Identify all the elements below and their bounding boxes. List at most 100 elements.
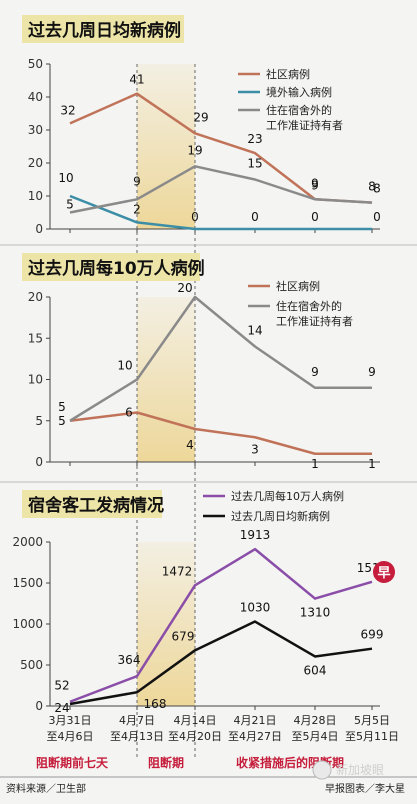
y-tick-label: 10 (28, 189, 43, 203)
data-label: 32 (60, 103, 75, 117)
data-label: 19 (187, 143, 202, 157)
chart-title-background (22, 253, 200, 281)
data-label: 20 (177, 281, 192, 295)
chart-title-background (22, 490, 162, 518)
chart-title: 宿舍客工发病情况 (28, 495, 164, 516)
x-tick-label: 至4月13日 (110, 730, 164, 743)
y-tick-label: 20 (28, 156, 43, 170)
series-line (69, 295, 372, 422)
data-label: 168 (144, 697, 167, 711)
legend-label: 境外输入病例 (266, 85, 332, 99)
y-tick-label: 1500 (12, 576, 43, 590)
y-tick-label: 1000 (12, 617, 43, 631)
series-line (69, 547, 373, 703)
x-tick-label: 至4月6日 (47, 730, 94, 743)
chart-title-background (22, 15, 184, 43)
y-tick-label: 15 (28, 331, 43, 345)
y-tick-label: 2000 (12, 535, 43, 549)
data-label: 9 (368, 365, 376, 379)
x-tick-label: 4月28日 (294, 714, 337, 727)
x-tick-label: 至4月20日 (168, 730, 222, 743)
legend-label: 过去几周日均新病例 (231, 509, 330, 523)
data-label: 5 (66, 198, 74, 212)
data-label: 1472 (162, 564, 193, 578)
y-tick-label: 20 (28, 290, 43, 304)
data-label: 14 (247, 324, 262, 338)
x-tick-label: 4月21日 (234, 714, 277, 727)
newspaper-logo-icon-glyph: 早 (377, 566, 390, 581)
data-label: 6 (125, 406, 133, 420)
data-label: 29 (193, 110, 208, 124)
data-label: 0 (311, 210, 319, 224)
x-tick-label: 至4月27日 (228, 730, 282, 743)
data-label: 8 (373, 182, 381, 196)
data-label: 1030 (240, 601, 271, 615)
y-tick-label: 0 (35, 699, 43, 713)
x-tick-label: 5月5日 (354, 714, 390, 727)
data-label: 9 (311, 176, 319, 190)
data-label: 699 (361, 628, 384, 642)
series-line (69, 194, 372, 231)
series-line (69, 165, 373, 214)
y-tick-label: 0 (35, 455, 43, 469)
y-tick-label: 0 (35, 222, 43, 236)
highlight-band (137, 542, 195, 706)
data-label: 15 (247, 157, 262, 171)
data-label: 9 (311, 178, 319, 192)
x-tick-label: 3月31日 (49, 714, 92, 727)
data-label: 10 (117, 359, 132, 373)
legend-label: 工作准证持有者 (276, 314, 353, 328)
data-label: 5 (58, 400, 66, 414)
data-label: 52 (54, 679, 69, 693)
watermark: 新加坡眼 (312, 760, 384, 780)
footer-credit: 早报图表／李大星 (325, 782, 405, 795)
data-label: 679 (172, 629, 195, 643)
chart-title: 过去几周日均新病例 (28, 20, 181, 41)
data-label: 24 (54, 701, 69, 715)
data-label: 8 (368, 180, 376, 194)
data-label: 604 (304, 663, 327, 677)
data-label: 4 (186, 438, 194, 452)
chart-title: 过去几周每10万人病例 (28, 258, 205, 279)
data-label: 3 (251, 442, 259, 456)
watermark-text: 新加坡眼 (336, 762, 384, 777)
y-tick-label: 5 (35, 414, 43, 428)
data-label: 1 (368, 457, 376, 471)
data-label: 9 (311, 365, 319, 379)
data-label: 2 (133, 202, 141, 216)
x-tick-label: 至5月11日 (345, 730, 399, 743)
data-label: 0 (373, 210, 381, 224)
footer-source: 资料来源／卫生部 (6, 782, 86, 795)
highlight-band (137, 64, 195, 229)
series-line (69, 620, 373, 706)
y-tick-label: 10 (28, 373, 43, 387)
data-label: 23 (247, 132, 262, 146)
legend-label: 社区病例 (266, 67, 310, 81)
data-label: 0 (251, 210, 259, 224)
legend-label: 住在宿舍外的 (266, 103, 332, 117)
phase-label: 阻断期 (148, 755, 184, 770)
legend-label: 工作准证持有者 (266, 118, 343, 132)
x-tick-label: 4月14日 (174, 714, 217, 727)
highlight-band (137, 297, 195, 462)
newspaper-logo-icon (373, 561, 395, 583)
watermark-logo-icon (312, 760, 332, 780)
data-label: 9 (133, 174, 141, 188)
data-label: 0 (191, 210, 199, 224)
phase-label: 阻断期前七天 (36, 755, 109, 770)
data-label: 364 (118, 653, 141, 667)
legend-label: 社区病例 (276, 279, 320, 293)
y-tick-label: 30 (28, 123, 43, 137)
y-tick-label: 500 (20, 658, 43, 672)
data-label: 1 (311, 457, 319, 471)
legend-label: 住在宿舍外的 (276, 299, 342, 313)
legend-label: 过去几周每10万人病例 (231, 489, 344, 503)
series-line (69, 411, 372, 455)
x-tick-label: 至5月4日 (292, 730, 339, 743)
data-label: 10 (58, 171, 73, 185)
data-label: 1310 (300, 606, 331, 620)
data-label: 1913 (240, 528, 271, 542)
data-label: 41 (129, 73, 144, 87)
y-tick-label: 40 (28, 90, 43, 104)
